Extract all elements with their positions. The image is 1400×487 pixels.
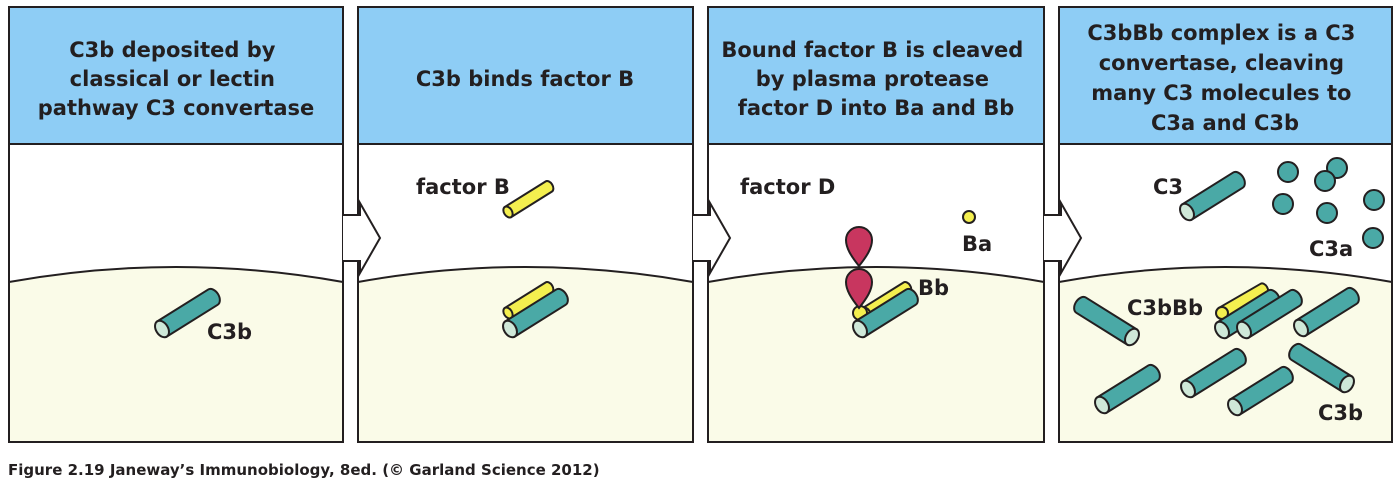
c3b-label: C3b	[1318, 401, 1363, 425]
panel-header	[707, 6, 1045, 145]
membrane	[8, 266, 344, 443]
header-text: C3b binds factor B	[416, 67, 634, 91]
bb-label: Bb	[918, 276, 949, 300]
panel-3: Bound factor B is cleaved by plasma prot…	[707, 6, 1045, 443]
membrane	[357, 266, 694, 443]
c3a-label: C3a	[1309, 237, 1353, 261]
step-arrows	[343, 199, 1083, 277]
c3b-label: C3b	[207, 320, 252, 344]
panel-4: C3bBb complex is a C3 convertase, cleavi…	[1058, 6, 1393, 443]
header-text: Bound factor B is cleaved by plasma prot…	[721, 38, 1030, 120]
panel-header	[1058, 6, 1393, 145]
header-text: C3bBb complex is a C3 convertase, cleavi…	[1087, 21, 1362, 135]
c3bbb-label: C3bBb	[1127, 296, 1203, 320]
header-text: C3b deposited by classical or lectin pat…	[38, 38, 315, 120]
factor-d-label: factor D	[740, 175, 835, 199]
arrow-2-icon	[693, 199, 732, 277]
arrow-1-icon	[343, 199, 382, 277]
factor-b-label: factor B	[416, 175, 510, 199]
c3-label: C3	[1153, 175, 1183, 199]
figure-caption: Figure 2.19 Janeway’s Immunobiology, 8ed…	[8, 461, 600, 479]
panel-2: C3b binds factor B factor B	[357, 6, 694, 443]
panel-header	[357, 6, 694, 145]
ba-label: Ba	[962, 232, 992, 256]
arrow-3-icon	[1044, 199, 1083, 277]
membrane	[707, 266, 1045, 443]
c3bbb-complex	[1211, 280, 1306, 342]
c3a-fragments	[1272, 157, 1385, 249]
ba-fragment	[962, 210, 976, 224]
panel-1: C3b deposited by classical or lectin pat…	[8, 6, 344, 443]
panel-header	[8, 6, 344, 145]
